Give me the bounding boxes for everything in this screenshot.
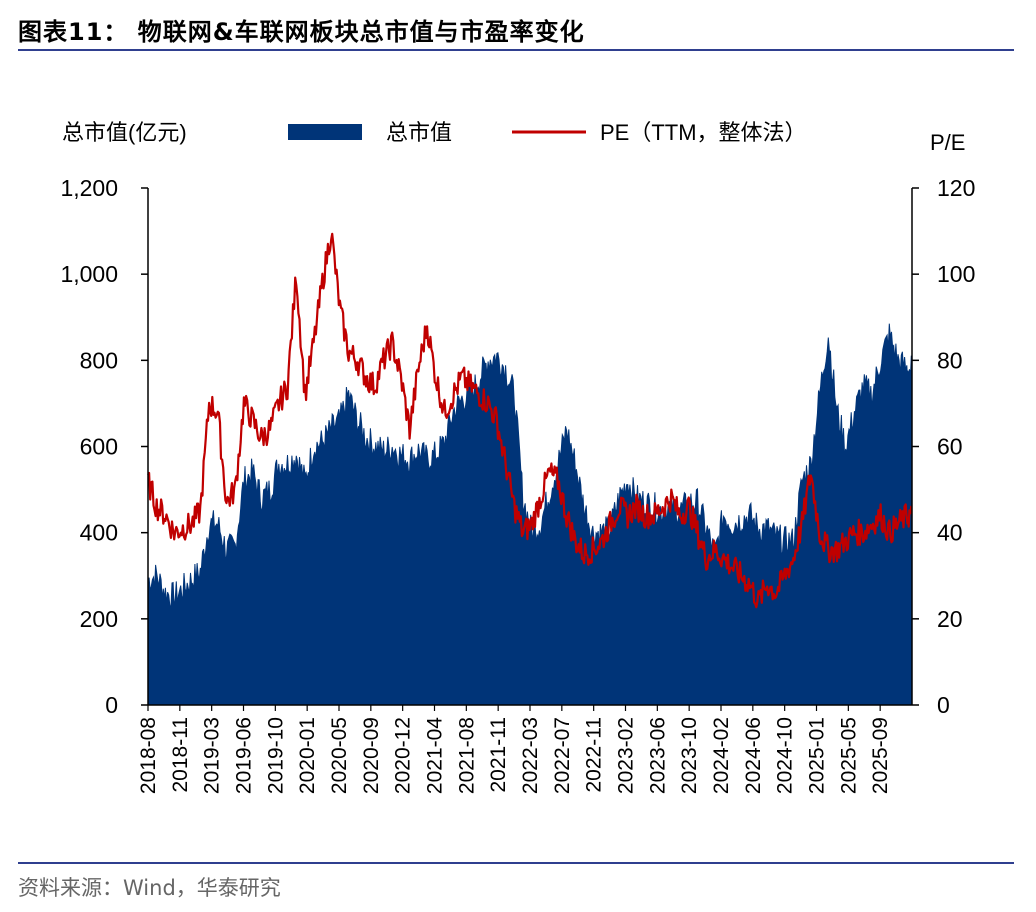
legend: 总市值(亿元) 总市值 PE（TTM，整体法） P/E	[62, 120, 965, 155]
x-tick-label: 2024-06	[742, 717, 765, 794]
source-rule	[18, 862, 1014, 864]
x-tick-label: 2025-09	[869, 717, 892, 794]
x-tick-label: 2019-06	[233, 717, 256, 794]
x-tick-label: 2018-08	[137, 717, 160, 794]
x-tick-label: 2021-11	[487, 717, 510, 793]
x-tick-label: 2020-09	[360, 717, 383, 794]
x-tick-label: 2024-10	[774, 717, 797, 794]
right-axis-label: P/E	[930, 130, 965, 155]
x-tick-label: 2021-08	[455, 717, 478, 794]
x-tick-label: 2020-01	[296, 717, 319, 794]
right-tick-label: 20	[937, 606, 963, 632]
right-tick-label: 40	[937, 520, 963, 546]
x-tick-label: 2022-07	[551, 717, 574, 794]
x-tick-label: 2023-02	[615, 717, 638, 794]
x-tick-label: 2023-10	[678, 717, 701, 794]
right-tick-label: 60	[937, 434, 963, 460]
series-pe-line	[147, 232, 913, 609]
x-tick-label: 2024-02	[710, 717, 733, 794]
left-tick-label: 400	[80, 520, 118, 546]
x-tick-label: 2021-04	[424, 717, 447, 794]
x-tick-label: 2020-12	[392, 717, 415, 794]
series-market-cap-area	[147, 323, 912, 706]
x-tick-label: 2022-11	[583, 717, 606, 793]
right-tick-label: 0	[937, 692, 950, 718]
x-tick-label: 2025-05	[837, 717, 860, 794]
chart-title: 图表11： 物联网&车联网板块总市值与市盈率变化	[18, 18, 585, 46]
legend-label-pe: PE（TTM，整体法）	[600, 120, 807, 145]
right-tick-label: 100	[937, 261, 975, 287]
x-tick-label: 2019-10	[264, 717, 287, 794]
legend-label-market-cap: 总市值	[386, 120, 452, 145]
left-tick-label: 1,000	[60, 261, 118, 287]
right-tick-label: 120	[937, 175, 975, 201]
left-tick-label: 800	[80, 347, 118, 373]
left-tick-label: 0	[105, 692, 118, 718]
x-tick-label: 2018-11	[169, 717, 192, 793]
x-tick-label: 2019-03	[201, 717, 224, 794]
right-tick-label: 80	[937, 347, 963, 373]
legend-swatch-market-cap	[288, 124, 362, 140]
source-note: 资料来源：Wind，华泰研究	[18, 876, 281, 900]
x-tick-label: 2023-06	[646, 717, 669, 794]
title-rule	[18, 49, 1014, 51]
plot-layer	[147, 232, 913, 706]
left-tick-label: 200	[80, 606, 118, 632]
x-tick-label: 2022-03	[519, 717, 542, 794]
left-axis-label: 总市值(亿元)	[62, 120, 187, 145]
axis-layer: 0 200 400 600 800 1,000 1,200 0 20 40 60 80 100 120 20…	[60, 175, 975, 794]
x-tick-label: 2025-01	[806, 717, 829, 794]
chart-area: 0 200 400 600 800 1,000 1,200 0 20 40 60 80 100 120 20…	[60, 120, 975, 794]
left-tick-label: 1,200	[60, 175, 118, 201]
x-tick-label: 2020-05	[328, 717, 351, 794]
left-tick-label: 600	[80, 434, 118, 460]
